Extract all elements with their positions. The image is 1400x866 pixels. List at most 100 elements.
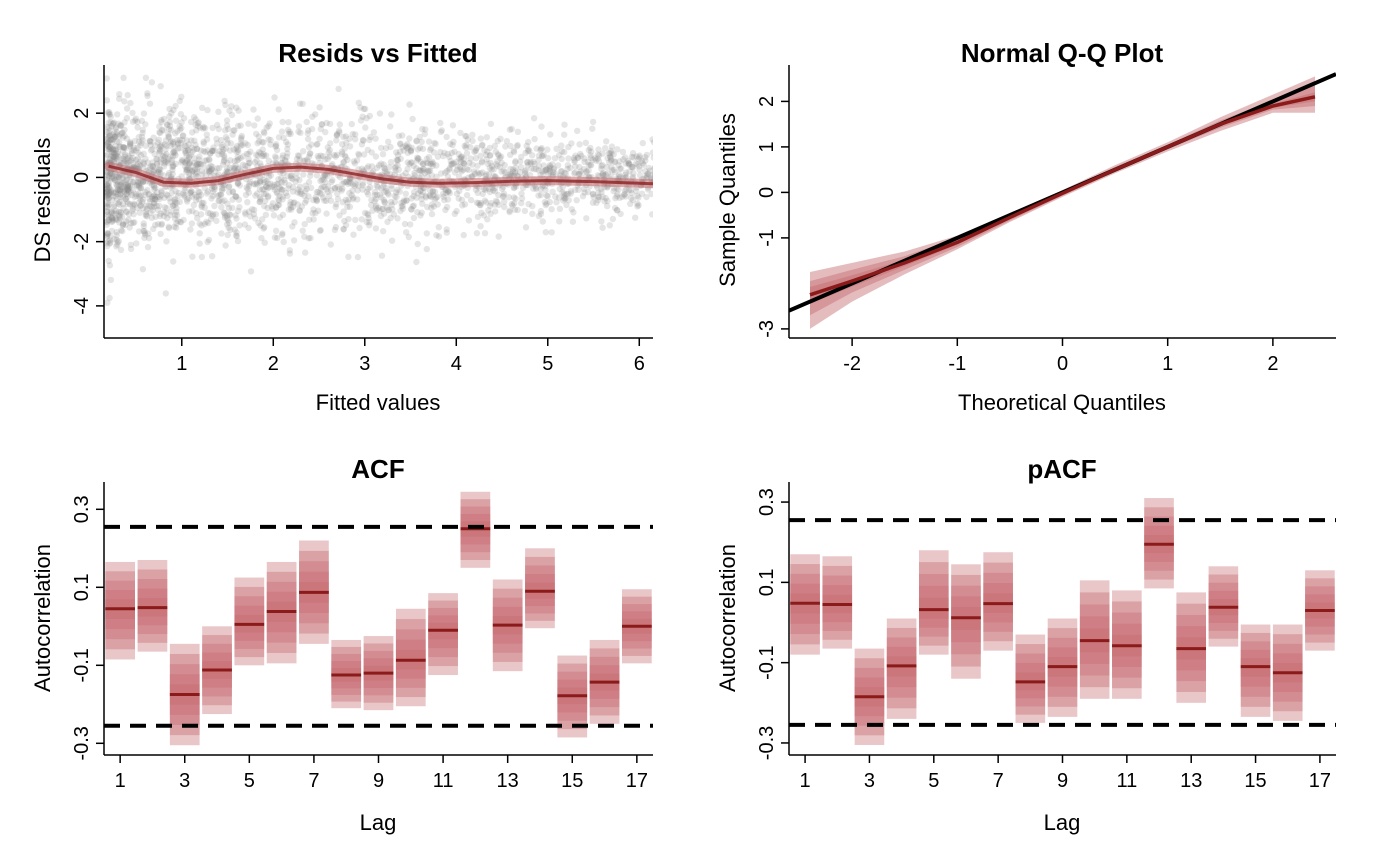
resid-point — [331, 185, 338, 192]
resid-point — [632, 214, 639, 221]
resid-point — [109, 146, 117, 153]
resid-point — [435, 233, 443, 240]
resid-point — [380, 183, 387, 190]
resid-point — [469, 161, 476, 168]
resid-point — [157, 210, 164, 217]
acf-lag-1 — [105, 561, 136, 660]
resid-point — [286, 247, 293, 254]
resid-point — [112, 215, 120, 222]
resid-point — [495, 233, 502, 240]
resid-point — [104, 141, 110, 148]
resid-point — [476, 201, 483, 208]
resid-point — [265, 123, 272, 130]
resid-point — [494, 198, 501, 206]
qq-x-tick-label: 1 — [1162, 353, 1173, 375]
resid-point — [323, 210, 330, 217]
resid-point — [245, 189, 253, 196]
resid-point — [486, 152, 494, 159]
resid-point — [272, 141, 280, 148]
resid-point — [119, 220, 127, 227]
resid-point — [494, 137, 501, 145]
resid-point — [310, 216, 317, 223]
resid-point — [209, 148, 216, 155]
resid-point — [601, 198, 608, 205]
resid-point — [225, 204, 233, 212]
resid-point — [622, 169, 630, 176]
resid-point — [629, 163, 636, 171]
resid-point — [650, 154, 653, 161]
resid-point — [269, 200, 277, 207]
resid-point — [283, 138, 290, 146]
acf-lag-17 — [621, 589, 652, 664]
resid-point — [354, 196, 361, 203]
resid-point — [108, 175, 116, 182]
resid-point — [104, 135, 111, 142]
resid-x-tick-label: 6 — [634, 353, 645, 375]
qq-y-label: Sample Quantiles — [715, 113, 740, 287]
resid-point — [165, 171, 172, 179]
resid-point — [172, 152, 179, 159]
resid-point — [186, 166, 193, 174]
resid-point — [362, 124, 369, 131]
resid-point — [161, 154, 168, 161]
resid-point — [376, 191, 384, 198]
resid-point — [144, 92, 151, 100]
resid-point — [106, 262, 114, 269]
resid-point — [257, 179, 264, 187]
resid-point — [221, 154, 228, 161]
resid-point — [236, 204, 243, 211]
resid-point — [546, 163, 554, 170]
resid-point — [413, 137, 420, 144]
resid-point — [113, 182, 121, 190]
resid-point — [457, 129, 464, 137]
resid-point — [123, 209, 130, 216]
resid-point — [338, 148, 346, 155]
resid-point — [105, 124, 112, 131]
resid-point — [210, 144, 217, 151]
resid-point — [198, 253, 206, 261]
resid-point — [553, 171, 560, 178]
resid-point — [124, 186, 131, 193]
resid-point — [521, 207, 529, 215]
resid-point — [340, 208, 347, 215]
resid-point — [396, 148, 404, 155]
resid-point — [518, 199, 525, 207]
resid-point — [146, 195, 153, 203]
resid-point — [145, 230, 152, 237]
resid-point — [168, 189, 175, 197]
resid-point — [397, 207, 404, 215]
resid-point — [164, 159, 172, 167]
resid-point — [599, 224, 606, 231]
resid-point — [365, 163, 372, 170]
resid-point — [114, 239, 121, 246]
acf-lag-7 — [299, 540, 329, 644]
pacf-y-tick-label: -0.3 — [756, 726, 778, 760]
resid-point — [307, 150, 314, 157]
resid-point — [317, 125, 324, 133]
resid-point — [242, 162, 249, 169]
resid-point — [267, 180, 274, 187]
resid-point — [285, 119, 292, 126]
resid-point — [353, 157, 361, 164]
resid-point — [606, 159, 613, 166]
resid-point — [192, 172, 200, 179]
resid-y-tick-label: 2 — [71, 108, 93, 119]
resid-point — [522, 167, 529, 174]
resid-point — [152, 196, 159, 203]
resid-point — [161, 204, 168, 211]
resid-point — [507, 151, 514, 158]
resid-point — [286, 250, 294, 257]
resid-point — [179, 132, 186, 140]
resid-point — [324, 155, 331, 162]
resid-point — [357, 104, 364, 111]
resid-point — [256, 178, 264, 185]
resid-point — [233, 193, 240, 200]
resid-point — [543, 192, 550, 199]
resid-point — [350, 158, 358, 165]
resid-point — [107, 113, 115, 121]
qq-x-ticks: -2 -1 0 1 2 — [843, 338, 1278, 375]
resid-point — [227, 226, 234, 233]
resid-point — [108, 209, 116, 217]
resid-point — [188, 144, 195, 151]
